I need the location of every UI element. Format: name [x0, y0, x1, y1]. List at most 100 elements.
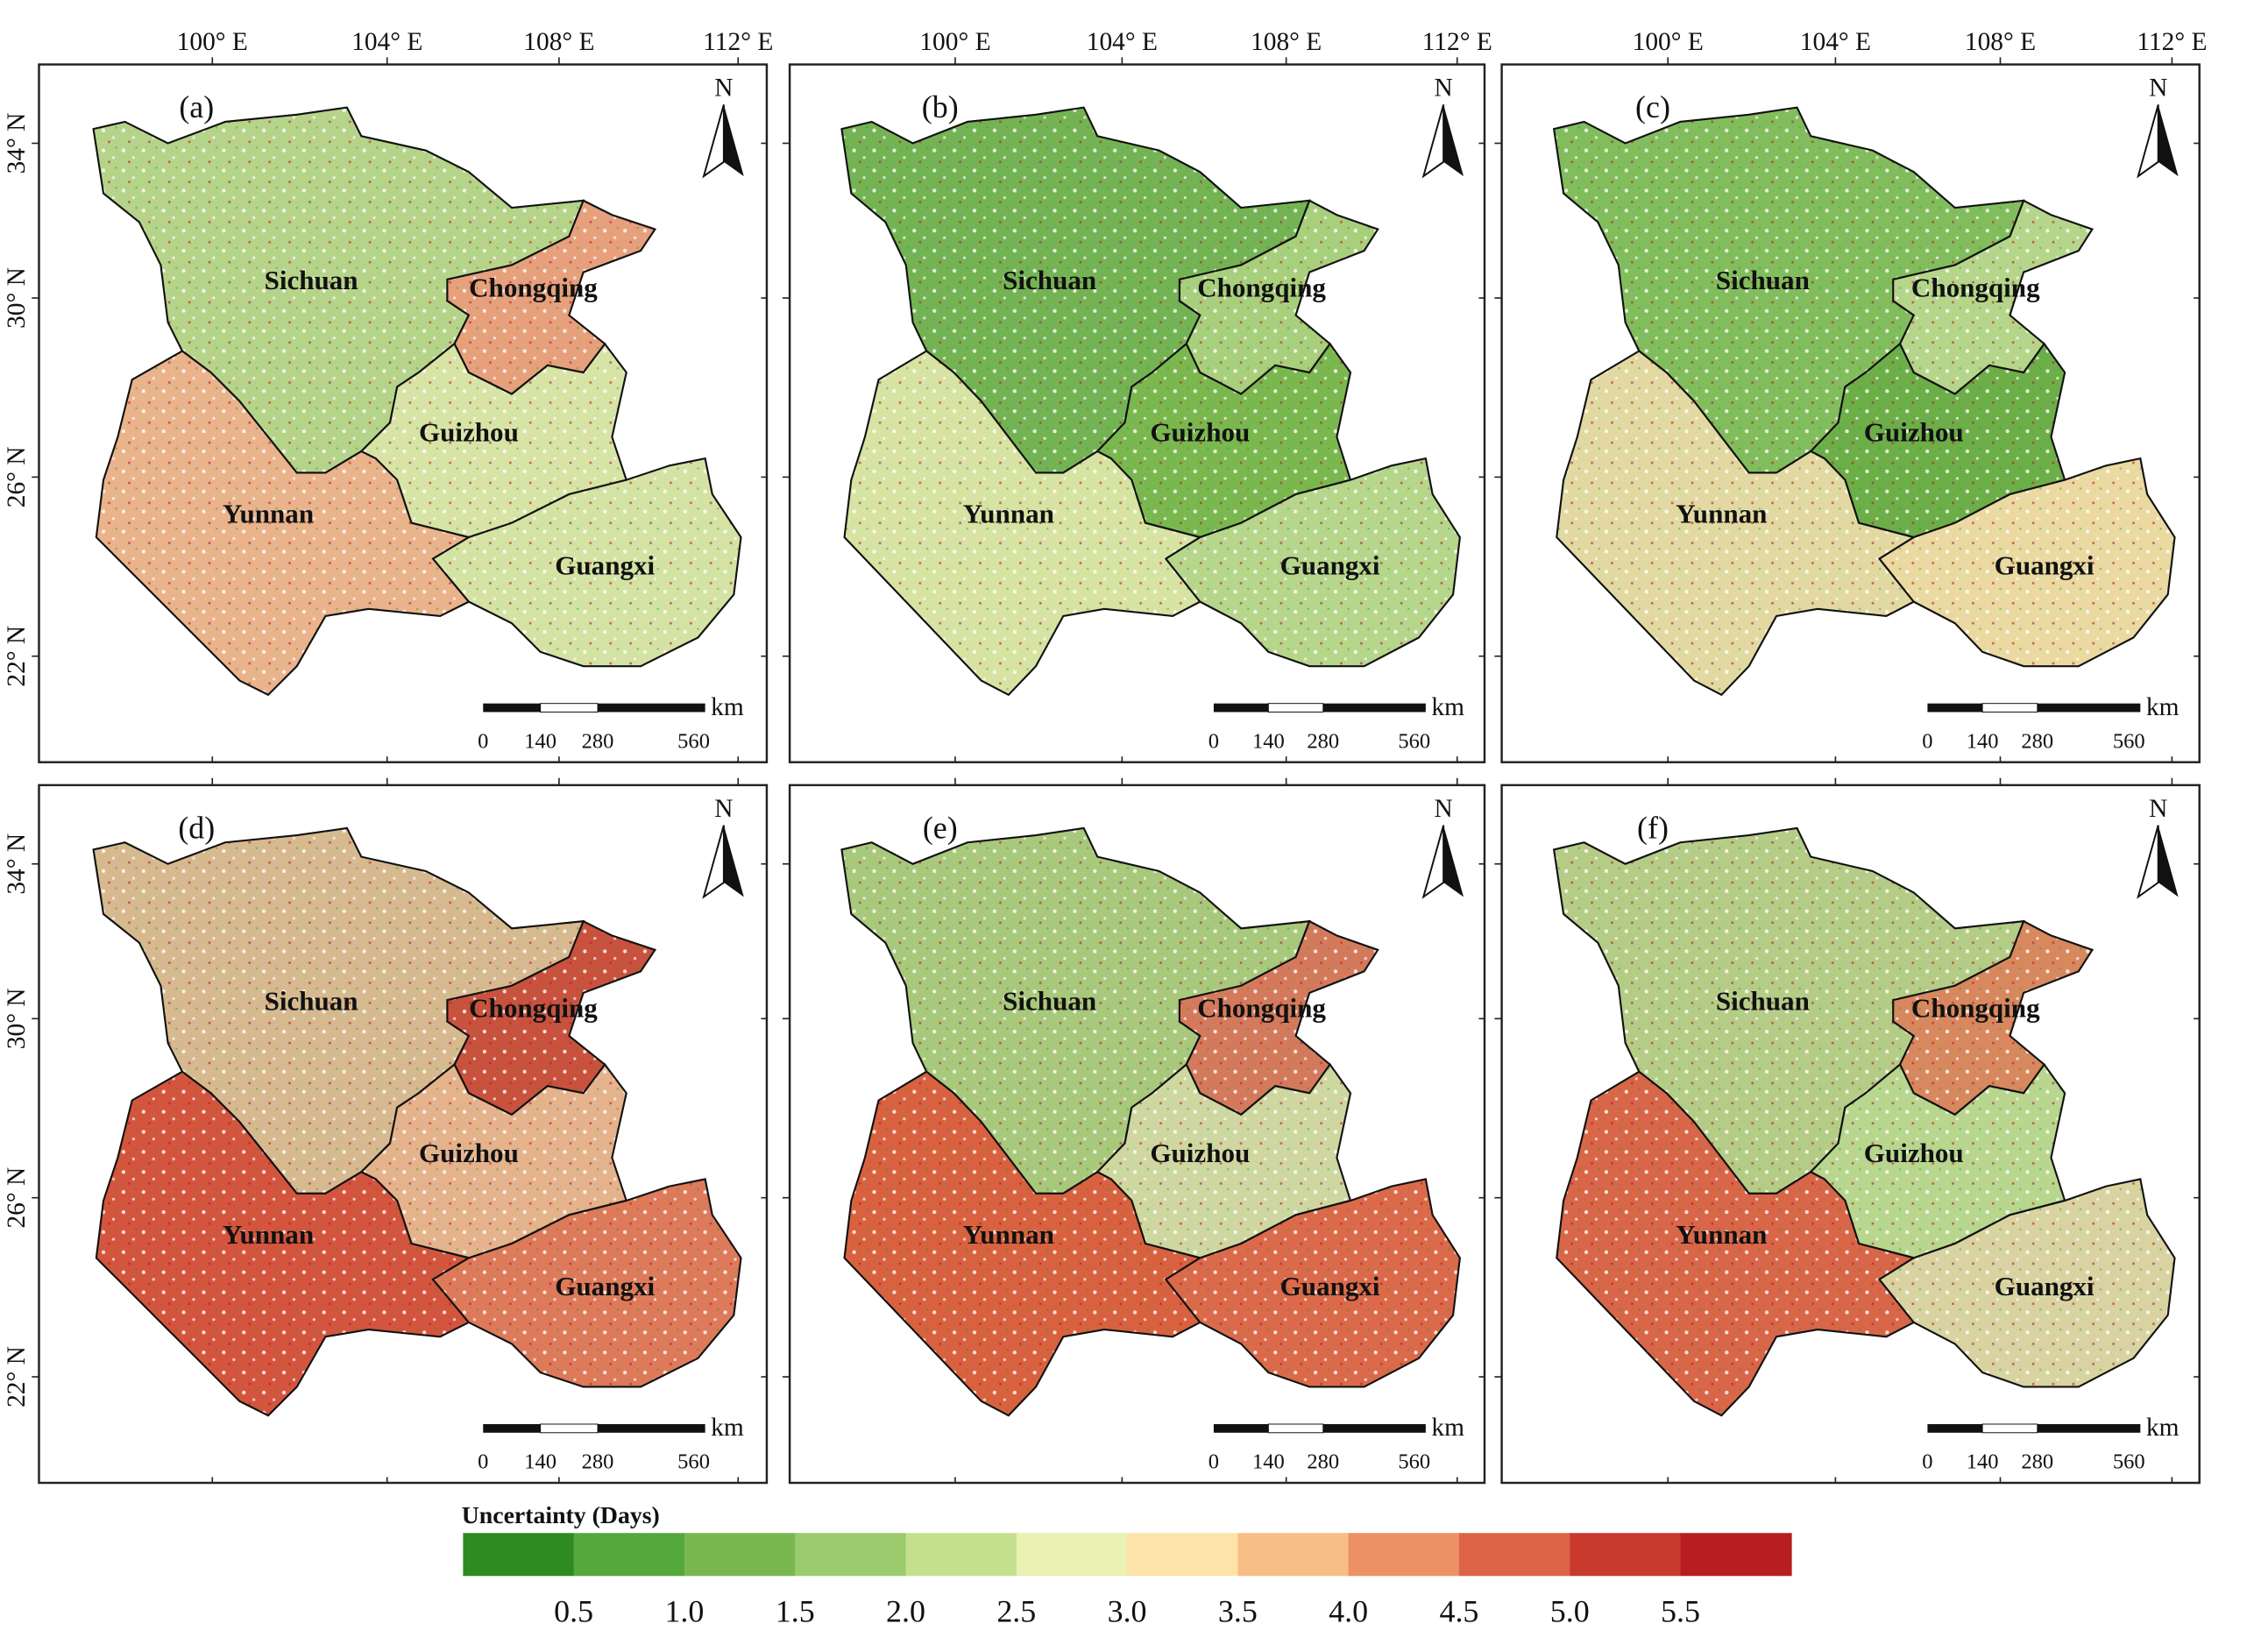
legend-label: 2.0 — [886, 1594, 925, 1629]
scale-label: 0 — [478, 1450, 488, 1474]
province-label: Guangxi — [1280, 1271, 1380, 1301]
province-texture — [1164, 1178, 1461, 1388]
province-label: Guangxi — [1995, 550, 2095, 581]
legend-swatch — [1680, 1533, 1792, 1577]
scale-label: 140 — [524, 1450, 556, 1474]
scale-bar-seg — [598, 703, 705, 713]
scale-label: 280 — [2021, 729, 2053, 753]
north-arrow-left — [2137, 825, 2159, 899]
lon-tick-label: 104° E — [1800, 28, 1871, 56]
scale-label: 280 — [1307, 729, 1339, 753]
scale-label: 280 — [2021, 1450, 2053, 1474]
north-arrow-right — [723, 825, 744, 897]
province-label: Chongqing — [1197, 993, 1326, 1024]
scale-label: 140 — [524, 729, 556, 753]
scale-label: 0 — [1209, 1450, 1219, 1474]
legend-label: 5.0 — [1550, 1594, 1590, 1629]
lon-tick-label: 104° E — [351, 28, 422, 56]
north-arrow-right — [2158, 104, 2179, 177]
scale-bar-seg — [1927, 703, 1983, 713]
province-texture — [1556, 350, 1917, 697]
lon-tick-label: 108° E — [1251, 28, 1322, 56]
scale-label: 0 — [1922, 1450, 1932, 1474]
north-label: N — [2149, 795, 2167, 823]
scale-bar-seg — [598, 1423, 705, 1433]
legend-label: 4.0 — [1329, 1594, 1368, 1629]
scale-label: 280 — [582, 1450, 614, 1474]
scale-label: 140 — [1967, 1450, 1999, 1474]
legend-label: 3.0 — [1108, 1594, 1147, 1629]
lon-tick-label: 100° E — [919, 28, 990, 56]
lon-tick-label: 112° E — [703, 28, 773, 56]
lon-tick-label: 100° E — [1633, 28, 1704, 56]
map-panel: Sichuan Chongqing Guizhou Yunnan Guangxi (f) N… — [1494, 777, 2201, 1485]
lat-tick-label: 22° N — [3, 1346, 31, 1407]
scale-unit: km — [2146, 1414, 2180, 1442]
scale-bar-seg — [1981, 703, 2038, 713]
scale-bar-seg — [540, 1423, 599, 1434]
scale-bar-seg — [1981, 1423, 2038, 1434]
scale-label: 280 — [1307, 1450, 1339, 1474]
province-label: Yunnan — [223, 499, 314, 529]
province-texture — [1556, 1070, 1917, 1417]
north-label: N — [1435, 74, 1453, 103]
lat-tick-label: 26° N — [3, 446, 31, 507]
map-panel: Sichuan Chongqing Guizhou Yunnan Guangxi (c) N… — [1494, 28, 2207, 763]
scale-label: 0 — [478, 729, 488, 753]
north-label: N — [714, 795, 733, 823]
panel-label: (f) — [1637, 810, 1669, 845]
panel-label: (e) — [923, 810, 958, 845]
north-label: N — [714, 74, 733, 103]
lon-tick-label: 100° E — [177, 28, 248, 56]
scale-label: 560 — [677, 1450, 710, 1474]
province-label: Chongqing — [1197, 272, 1326, 302]
province-label: Sichuan — [1003, 986, 1096, 1017]
province-texture — [1877, 457, 2176, 668]
scale-label: 560 — [677, 729, 710, 753]
panel-label: (d) — [178, 810, 215, 845]
scale-bar-seg — [1267, 1423, 1324, 1434]
legend-swatch — [795, 1533, 907, 1577]
scale-bar-seg — [1322, 1423, 1426, 1433]
province-label: Chongqing — [1911, 272, 2040, 302]
legend-label: 0.5 — [554, 1594, 593, 1629]
legend-swatch — [1127, 1533, 1239, 1577]
province-label: Guizhou — [1150, 417, 1250, 448]
scale-unit: km — [711, 693, 744, 721]
scale-bar-seg — [1213, 1423, 1269, 1433]
province-label: Sichuan — [1716, 265, 1810, 295]
legend-swatch — [573, 1533, 685, 1577]
lat-tick-label: 26° N — [3, 1167, 31, 1229]
scale-label: 560 — [2113, 1450, 2145, 1474]
panel-label: (b) — [922, 89, 959, 124]
legend-swatch — [1570, 1533, 1682, 1577]
province-label: Guizhou — [1864, 417, 1964, 448]
north-arrow-left — [2137, 104, 2159, 179]
legend-swatch — [463, 1533, 575, 1577]
province-label: Chongqing — [469, 993, 598, 1024]
legend-swatch — [1237, 1533, 1350, 1577]
map-panel: Sichuan Chongqing Guizhou Yunnan Guangxi (a) N… — [3, 28, 773, 763]
province-label: Yunnan — [963, 499, 1054, 529]
scale-label: 0 — [1209, 729, 1219, 753]
scale-bar-seg — [2037, 1423, 2141, 1433]
legend-label: 5.5 — [1661, 1594, 1700, 1629]
scale-bar-seg — [1213, 703, 1269, 713]
province-texture — [843, 1070, 1202, 1417]
province-label: Sichuan — [265, 265, 358, 295]
scale-label: 140 — [1252, 1450, 1285, 1474]
legend-swatch — [905, 1533, 1017, 1577]
province-texture — [1877, 1178, 2176, 1388]
province-label: Yunnan — [223, 1219, 314, 1250]
lat-tick-label: 34° N — [3, 113, 31, 174]
province-label: Guizhou — [1864, 1138, 1964, 1168]
lat-tick-label: 30° N — [3, 988, 31, 1049]
map-panel: Sichuan Chongqing Guizhou Yunnan Guangxi (e) N… — [782, 777, 1486, 1485]
legend-swatch — [1348, 1533, 1460, 1577]
province-label: Guangxi — [1280, 550, 1380, 581]
lat-tick-label: 22° N — [3, 626, 31, 687]
legend-label: 1.5 — [776, 1594, 815, 1629]
scale-label: 560 — [2113, 729, 2145, 753]
lon-tick-label: 112° E — [2137, 28, 2207, 56]
